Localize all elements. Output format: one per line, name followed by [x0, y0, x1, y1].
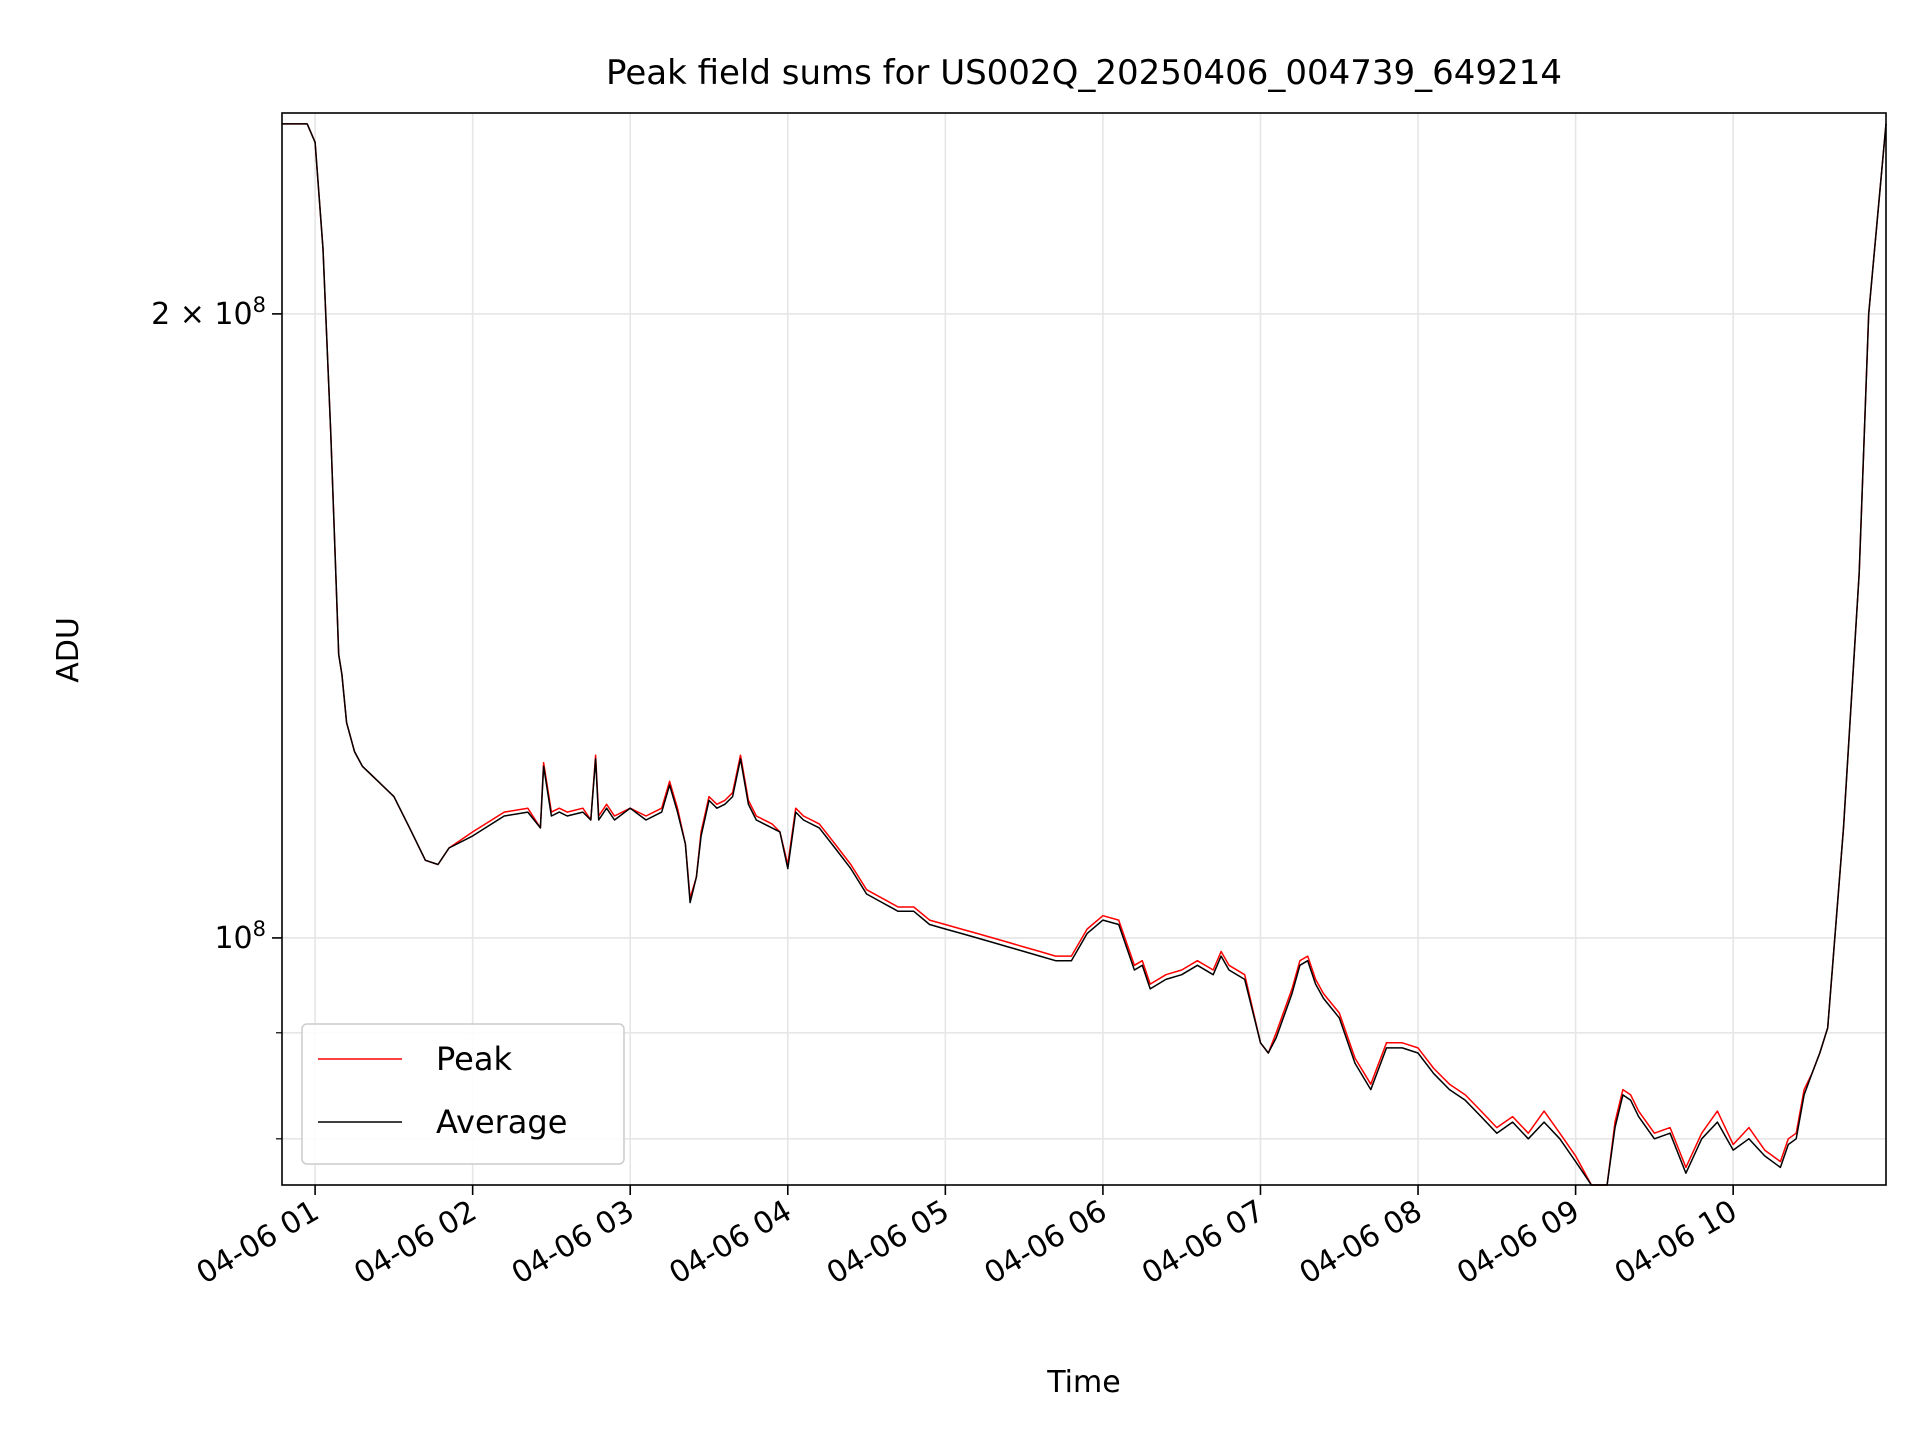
series-line-average: [282, 123, 1887, 1186]
y-tick-label: 108: [214, 917, 266, 956]
y-axis-label: ADU: [51, 617, 86, 683]
series-line-peak: [282, 123, 1887, 1186]
plot-frame: [281, 112, 1887, 1186]
legend-label-peak: Peak: [436, 1040, 512, 1078]
x-axis-label: Time: [1046, 1365, 1120, 1400]
series-lines: [282, 123, 1887, 1186]
chart-title: Peak field sums for US002Q_20250406_0047…: [606, 53, 1562, 93]
legend-label-average: Average: [436, 1103, 567, 1141]
y-tick-label: 2 × 108: [151, 293, 266, 332]
grid: [282, 113, 1886, 1185]
legend: Peak Average: [301, 1023, 625, 1165]
